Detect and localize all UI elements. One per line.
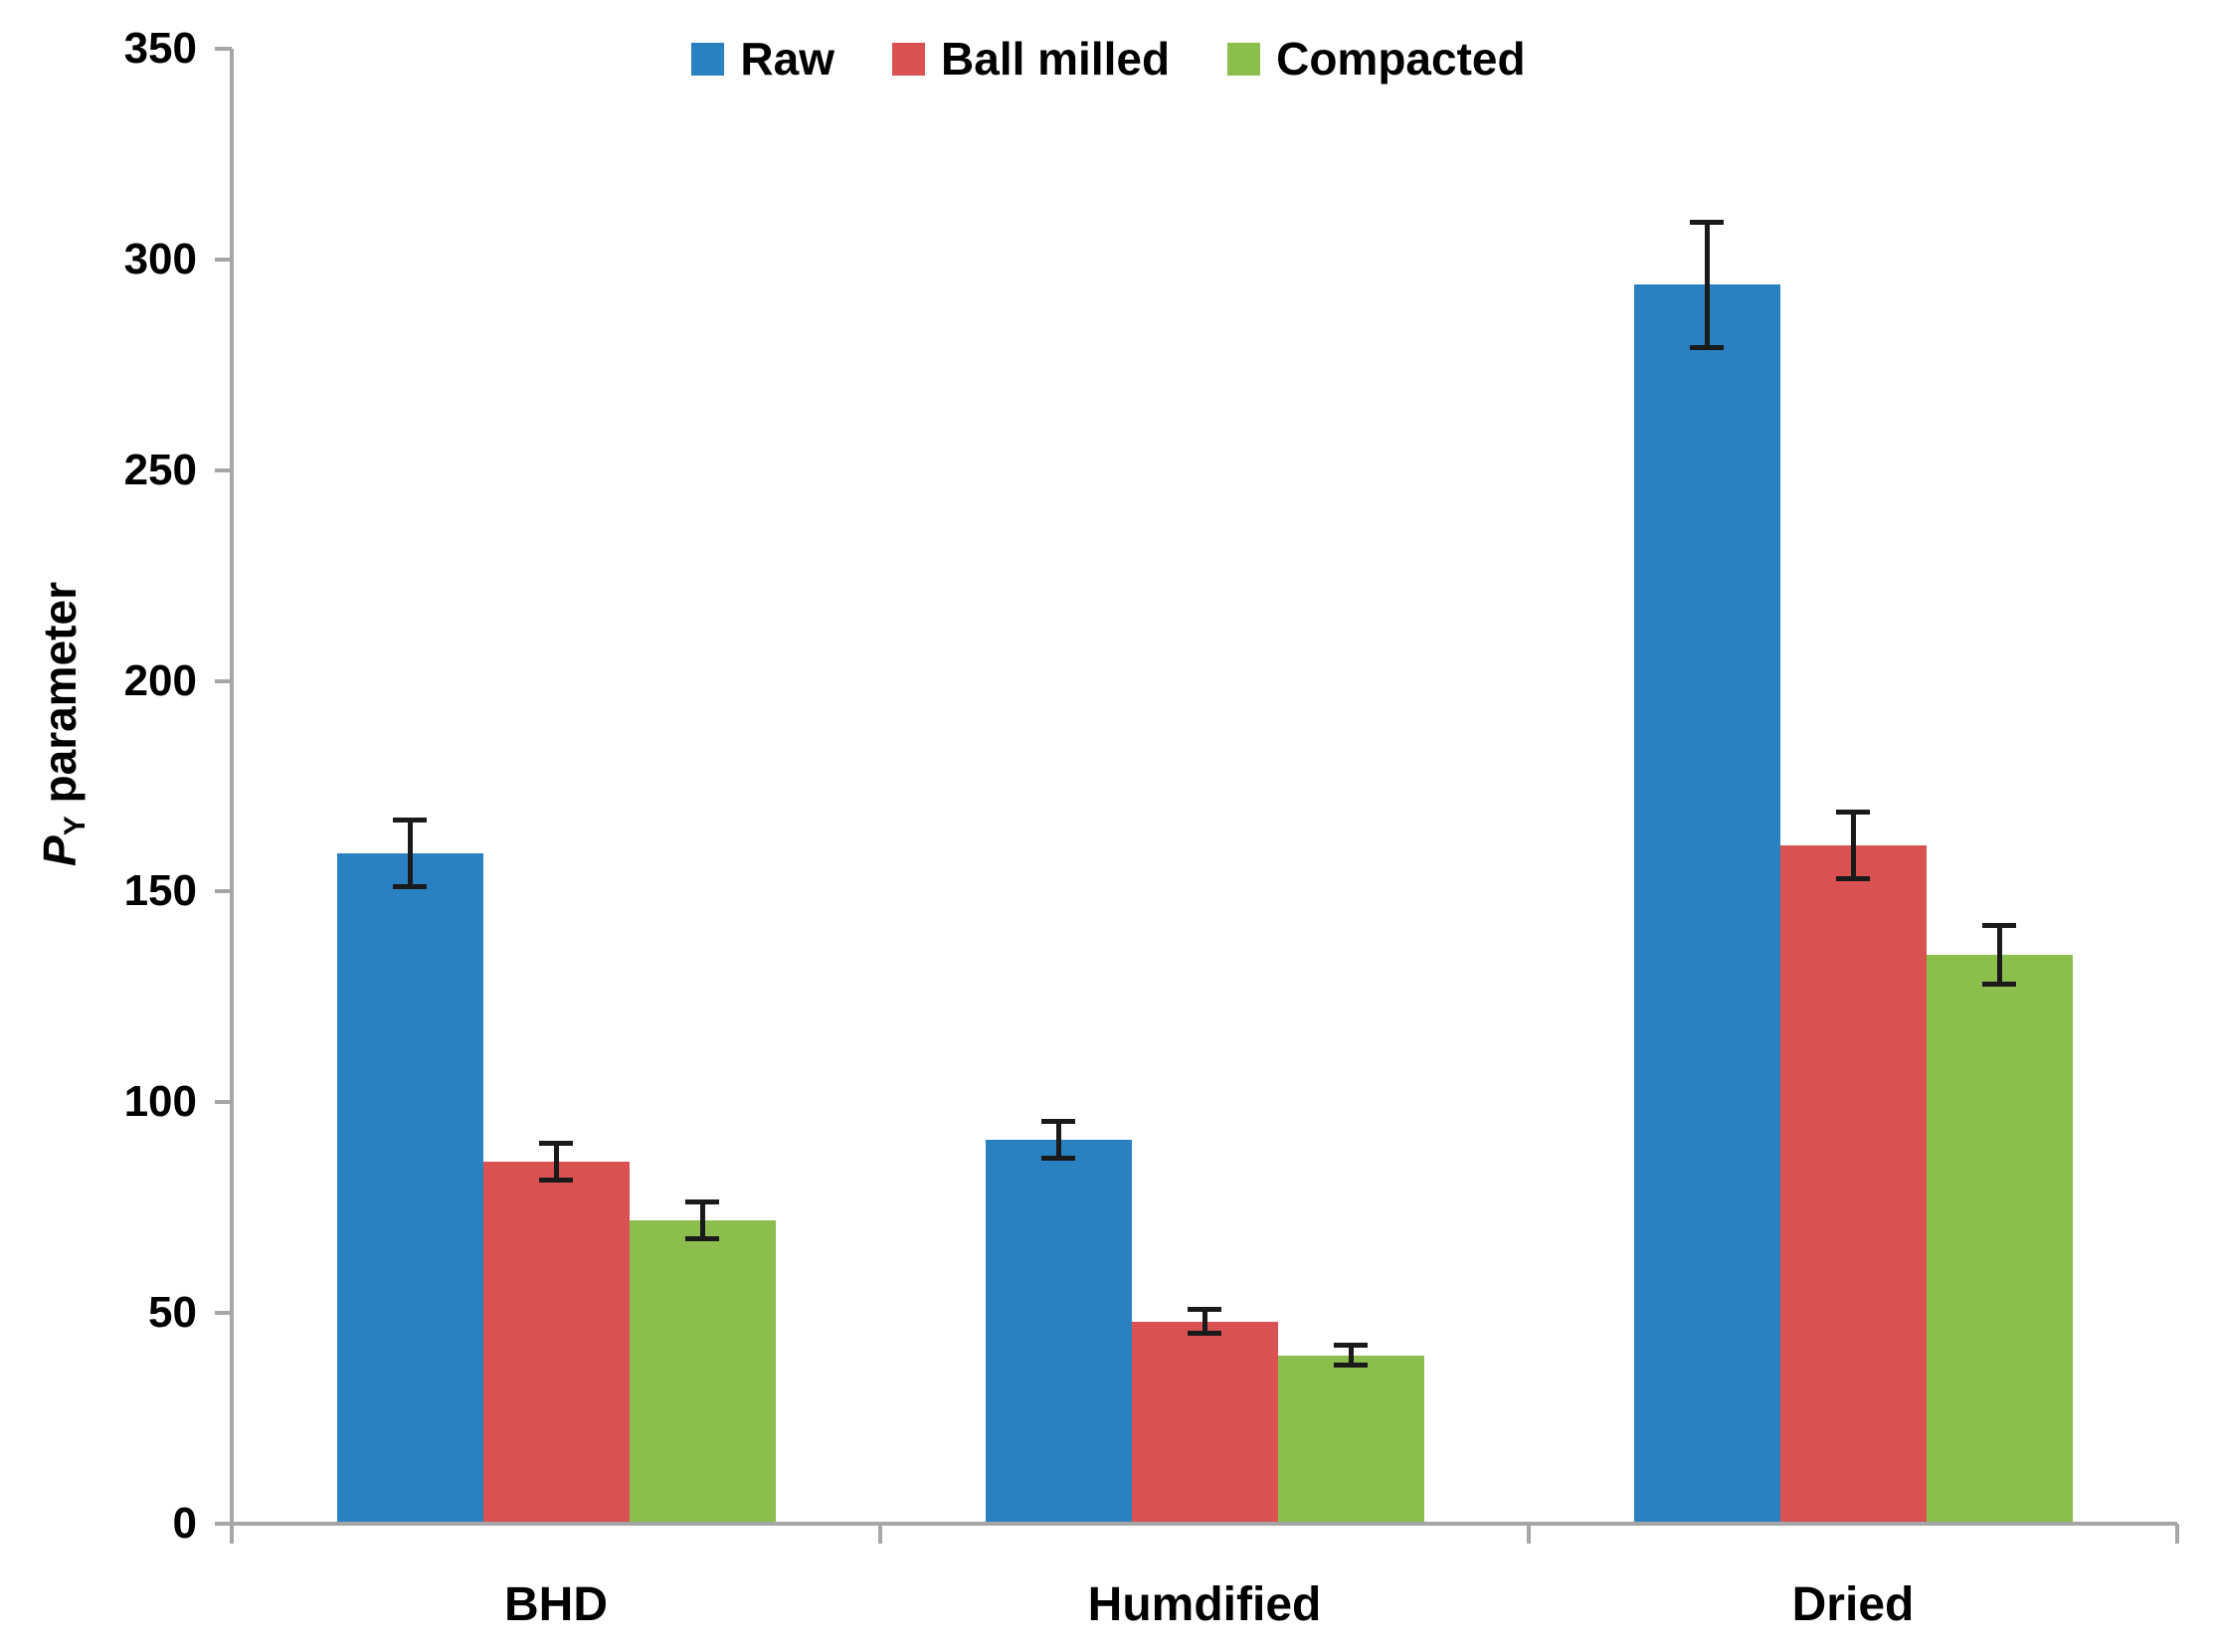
bar-compacted-dried <box>1926 954 2073 1524</box>
y-axis-tick <box>215 889 232 894</box>
y-tick-label: 300 <box>123 234 197 283</box>
x-category-label-bhd: BHD <box>504 1578 608 1631</box>
x-category-label-humdified: Humdified <box>1087 1578 1322 1631</box>
y-axis-tick <box>215 467 232 472</box>
error-bar-cap-top <box>539 1140 573 1146</box>
y-axis-tick <box>215 47 232 51</box>
y-axis-tick <box>215 678 232 683</box>
y-tick-label: 200 <box>123 655 197 705</box>
y-tick-label: 250 <box>123 445 197 494</box>
error-bar-line <box>553 1142 559 1181</box>
bar-ball-milled-humdified <box>1131 1321 1278 1524</box>
y-axis-line <box>230 49 234 1544</box>
error-bar-line <box>1704 221 1710 348</box>
y-axis-title-subscript: Y <box>59 816 92 836</box>
legend-item-raw: Raw <box>691 36 834 82</box>
error-bar-line <box>1850 811 1856 879</box>
legend-swatch-icon <box>691 42 725 76</box>
error-bar-cap-top <box>1982 923 2016 929</box>
y-axis-title-symbol: P <box>34 835 86 866</box>
x-category-label-dried: Dried <box>1791 1578 1915 1631</box>
error-bar-cap-bottom <box>1188 1331 1221 1337</box>
legend-swatch-icon <box>1227 42 1261 76</box>
bar-compacted-humdified <box>1277 1355 1424 1524</box>
x-axis-tick <box>1527 1524 1531 1544</box>
y-axis-tick <box>215 1100 232 1105</box>
bar-raw-humdified <box>985 1140 1132 1524</box>
legend-label: Raw <box>740 33 835 85</box>
error-bar-cap-bottom <box>1041 1156 1075 1162</box>
error-bar-line <box>407 820 413 888</box>
error-bar-line <box>699 1200 705 1239</box>
legend-label: Compacted <box>1276 33 1526 85</box>
y-tick-label: 350 <box>123 24 197 73</box>
error-bar-cap-bottom <box>685 1235 719 1241</box>
bar-compacted-bhd <box>629 1219 776 1524</box>
chart-legend: Raw Ball milled Compacted <box>0 36 2217 82</box>
legend-item-compacted: Compacted <box>1227 33 1526 85</box>
legend-item-ball-milled: Ball milled <box>892 36 1170 82</box>
error-bar-line <box>1201 1308 1207 1335</box>
error-bar-cap-top <box>1690 219 1724 225</box>
error-bar-cap-bottom <box>1690 344 1724 350</box>
x-axis-tick <box>230 1524 234 1544</box>
x-axis-tick <box>2175 1524 2179 1544</box>
error-bar-line <box>1996 925 2002 985</box>
error-bar-cap-bottom <box>1836 875 1870 881</box>
bar-raw-bhd <box>336 853 483 1524</box>
y-axis-tick <box>215 1311 232 1316</box>
y-tick-label: 100 <box>123 1077 197 1127</box>
legend-swatch-icon <box>892 42 926 76</box>
x-axis-tick <box>878 1524 882 1544</box>
error-bar-cap-bottom <box>539 1177 573 1183</box>
x-axis-line <box>232 1522 2177 1526</box>
error-bar-cap-top <box>393 818 427 824</box>
error-bar-cap-top <box>1041 1119 1075 1125</box>
y-tick-label: 150 <box>123 866 197 916</box>
error-bar-line <box>1348 1344 1354 1367</box>
error-bar-cap-bottom <box>1334 1363 1368 1369</box>
error-bar-cap-top <box>1188 1306 1221 1312</box>
error-bar-cap-top <box>685 1198 719 1204</box>
bar-ball-milled-bhd <box>482 1161 630 1524</box>
y-tick-label: 0 <box>172 1499 197 1548</box>
error-bar-cap-top <box>1836 809 1870 815</box>
error-bar-cap-top <box>1334 1342 1368 1348</box>
y-axis-title: PY parameter <box>32 560 92 888</box>
legend-label: Ball milled <box>941 33 1171 85</box>
error-bar-line <box>1055 1121 1061 1160</box>
error-bar-cap-bottom <box>393 884 427 890</box>
y-axis-tick <box>215 1522 232 1526</box>
error-bar-cap-bottom <box>1982 981 2016 987</box>
y-tick-label: 50 <box>148 1288 197 1338</box>
y-axis-tick <box>215 257 232 262</box>
bar-ball-milled-dried <box>1779 844 1927 1524</box>
bar-raw-dried <box>1633 284 1780 1524</box>
